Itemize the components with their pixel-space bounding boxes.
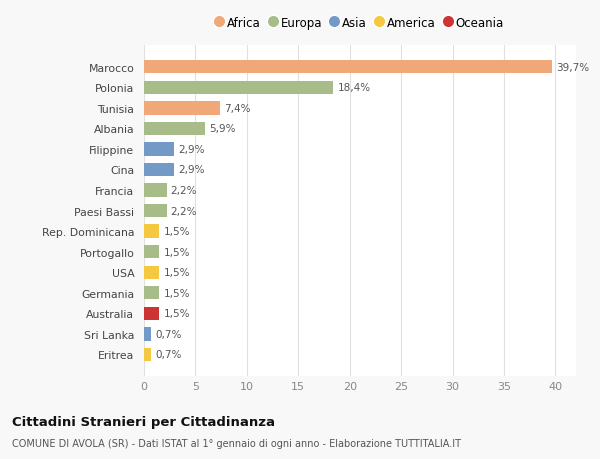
Bar [144,81,333,95]
Text: 5,9%: 5,9% [209,124,235,134]
Bar [144,184,167,197]
Legend: Africa, Europa, Asia, America, Oceania: Africa, Europa, Asia, America, Oceania [211,12,509,34]
Bar [144,143,174,156]
Bar [144,225,160,238]
Text: 7,4%: 7,4% [224,104,251,113]
Bar [144,246,160,259]
Bar [144,163,174,177]
Text: 1,5%: 1,5% [164,247,190,257]
Bar [144,348,151,361]
Text: 2,2%: 2,2% [171,185,197,196]
Text: 1,5%: 1,5% [164,288,190,298]
Text: 39,7%: 39,7% [556,62,590,73]
Text: 2,9%: 2,9% [178,165,205,175]
Text: 1,5%: 1,5% [164,309,190,319]
Text: 1,5%: 1,5% [164,227,190,237]
Text: 2,9%: 2,9% [178,145,205,155]
Bar [144,328,151,341]
Text: 1,5%: 1,5% [164,268,190,278]
Bar [144,102,220,115]
Bar [144,307,160,320]
Bar [144,61,553,74]
Text: 0,7%: 0,7% [155,329,182,339]
Bar [144,266,160,280]
Text: 0,7%: 0,7% [155,350,182,360]
Bar [144,286,160,300]
Text: Cittadini Stranieri per Cittadinanza: Cittadini Stranieri per Cittadinanza [12,415,275,428]
Bar [144,204,167,218]
Text: COMUNE DI AVOLA (SR) - Dati ISTAT al 1° gennaio di ogni anno - Elaborazione TUTT: COMUNE DI AVOLA (SR) - Dati ISTAT al 1° … [12,438,461,448]
Bar [144,123,205,136]
Text: 18,4%: 18,4% [337,83,370,93]
Text: 2,2%: 2,2% [171,206,197,216]
